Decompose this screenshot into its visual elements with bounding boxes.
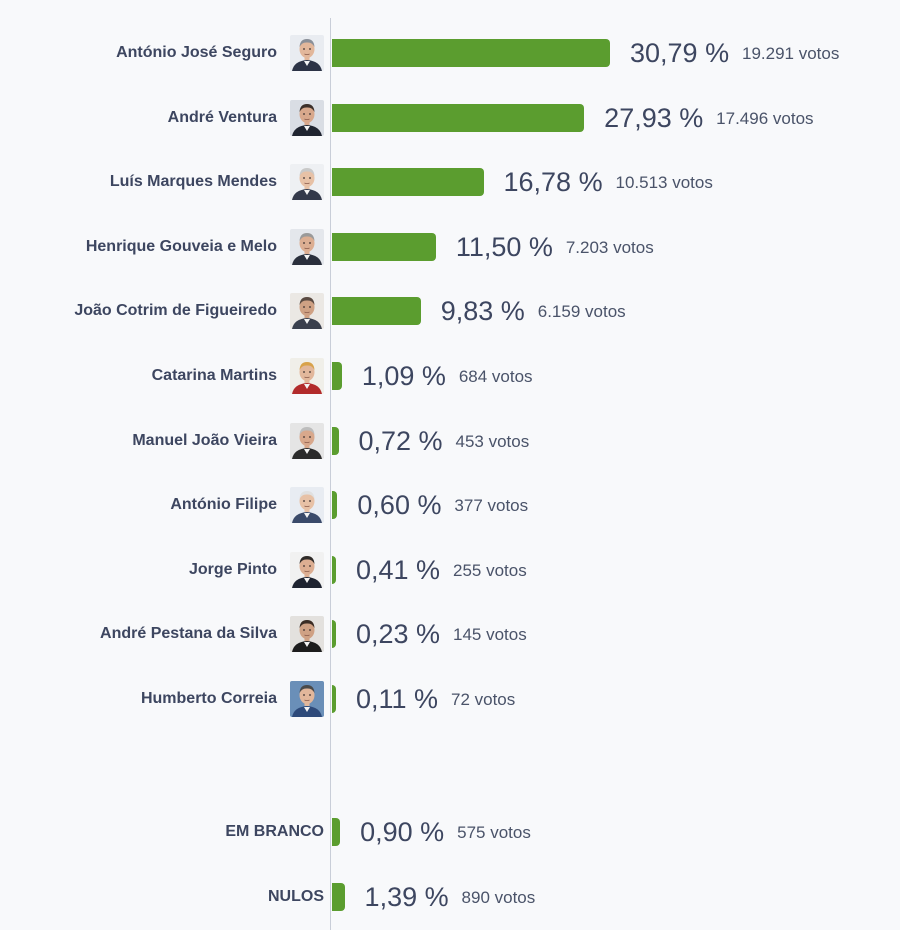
result-bar <box>332 104 585 132</box>
category-name: EM BRANCO <box>225 823 324 840</box>
percentage-label: 30,79 % <box>630 38 730 68</box>
result-bar <box>332 685 336 713</box>
percentage-label: 11,50 % <box>455 232 553 262</box>
percentage-label: 0,72 % <box>358 426 443 456</box>
axis-line <box>330 18 331 930</box>
percentage-label: 0,41 % <box>356 555 441 585</box>
votes-label: 6.159 votos <box>537 302 626 321</box>
votes-label: 72 votos <box>451 690 516 709</box>
result-bar <box>332 818 341 846</box>
percentage-label: 27,93 % <box>604 103 704 133</box>
result-bar <box>332 168 484 196</box>
candidate-row: António Filipe 0,60 % 377 votos <box>0 485 900 525</box>
votes-label: 377 votos <box>454 496 529 515</box>
candidate-photo-icon <box>290 164 324 200</box>
votes-label: 10.513 votos <box>615 173 713 192</box>
result-bar <box>332 491 338 519</box>
candidate-row: Manuel João Vieira 0,72 % 453 votos <box>0 421 900 461</box>
result-bar <box>332 297 421 325</box>
percentage-label: 0,90 % <box>360 817 445 847</box>
votes-label: 453 votos <box>455 432 530 451</box>
result-bar <box>332 362 342 390</box>
result-bar <box>332 427 339 455</box>
result-bar <box>332 620 336 648</box>
candidate-name: Luís Marques Mendes <box>109 173 277 190</box>
candidate-name: António José Seguro <box>116 44 277 61</box>
candidate-photo-icon <box>290 552 324 588</box>
result-bar <box>332 556 336 584</box>
result-bar <box>332 233 436 261</box>
candidate-photo-icon <box>290 616 324 652</box>
candidate-row: André Pestana da Silva 0,23 % 145 votos <box>0 614 900 654</box>
percentage-label: 0,60 % <box>357 490 442 520</box>
candidate-photo-icon <box>290 423 324 459</box>
candidate-name: Jorge Pinto <box>188 561 277 578</box>
candidate-row: Henrique Gouveia e Melo 11,50 % 7.203 voto… <box>0 227 900 267</box>
other-row: NULOS 1,39 % 890 votos <box>0 877 900 917</box>
candidate-name: Manuel João Vieira <box>132 432 277 449</box>
votes-label: 19.291 votos <box>742 44 840 63</box>
candidate-photo-icon <box>290 358 324 394</box>
category-name: NULOS <box>268 888 324 905</box>
candidate-name: Henrique Gouveia e Melo <box>85 238 277 255</box>
candidate-photo-icon <box>290 487 324 523</box>
percentage-label: 1,39 % <box>364 882 449 912</box>
candidate-row: Humberto Correia 0,11 % 72 votos <box>0 679 900 719</box>
votes-label: 7.203 votos <box>565 238 654 257</box>
percentage-label: 16,78 % <box>503 167 603 197</box>
votes-label: 255 votos <box>453 561 527 580</box>
percentage-label: 9,83 % <box>440 296 525 326</box>
candidate-row: Catarina Martins 1,09 % 684 votos <box>0 356 900 396</box>
candidate-name: Humberto Correia <box>140 690 277 707</box>
result-bar <box>332 39 610 67</box>
candidate-photo-icon <box>290 681 324 717</box>
candidate-name: André Ventura <box>167 109 277 126</box>
candidate-name: António Filipe <box>170 496 277 513</box>
other-row: EM BRANCO 0,90 % 575 votos <box>0 812 900 852</box>
votes-label: 145 votos <box>453 625 527 644</box>
votes-label: 684 votos <box>458 367 533 386</box>
candidate-row: Luís Marques Mendes 16,78 % 10.513 votos <box>0 162 900 202</box>
candidate-name: André Pestana da Silva <box>100 625 277 642</box>
percentage-label: 1,09 % <box>361 361 446 391</box>
votes-label: 17.496 votos <box>716 109 814 128</box>
candidate-name: João Cotrim de Figueiredo <box>74 302 277 319</box>
candidate-row: António José Seguro 30,79 % 19.291 votos <box>0 33 900 73</box>
candidate-row: Jorge Pinto 0,41 % 255 votos <box>0 550 900 590</box>
votes-label: 575 votos <box>457 823 531 842</box>
percentage-label: 0,11 % <box>356 684 439 714</box>
candidate-row: João Cotrim de Figueiredo 9,83 % 6.159 vot… <box>0 291 900 331</box>
candidate-photo-icon <box>290 229 324 265</box>
candidate-row: André Ventura 27,93 % 17.496 votos <box>0 98 900 138</box>
candidate-name: Catarina Martins <box>151 367 277 384</box>
percentage-label: 0,23 % <box>356 619 441 649</box>
result-bar <box>332 883 345 911</box>
candidate-photo-icon <box>290 100 324 136</box>
votes-label: 890 votos <box>461 888 536 907</box>
candidate-photo-icon <box>290 293 324 329</box>
candidate-photo-icon <box>290 35 324 71</box>
